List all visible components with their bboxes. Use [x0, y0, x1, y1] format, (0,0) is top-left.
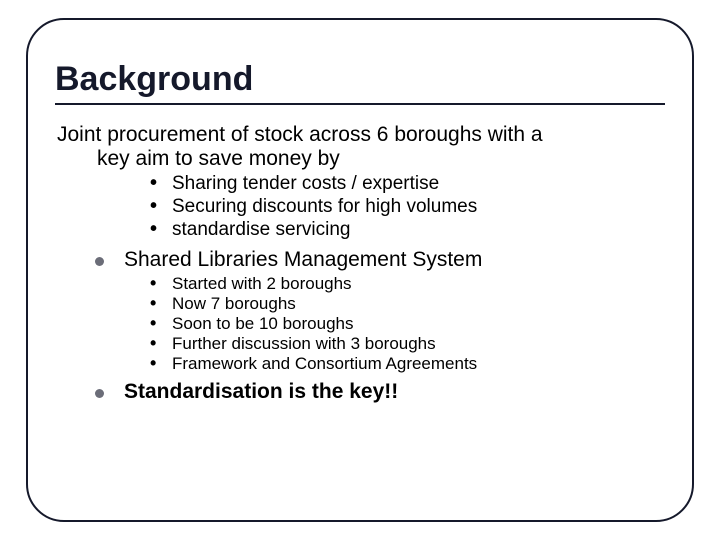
- bullet-dot-icon: •: [150, 314, 172, 332]
- sub-a-text: standardise servicing: [172, 219, 350, 242]
- list-item: • standardise servicing: [150, 219, 665, 242]
- main-item: Shared Libraries Management System: [95, 248, 665, 272]
- sub-b-text: Further discussion with 3 boroughs: [172, 334, 436, 354]
- round-bullet-icon: [95, 389, 104, 398]
- main-item: Standardisation is the key!!: [95, 380, 665, 404]
- bullet-dot-icon: •: [150, 173, 172, 194]
- slide-content: Background Joint procurement of stock ac…: [55, 60, 665, 404]
- bullet-dot-icon: •: [150, 274, 172, 292]
- sub-b-text: Now 7 boroughs: [172, 294, 296, 314]
- bullet-dot-icon: •: [150, 294, 172, 312]
- sub-a-text: Securing discounts for high volumes: [172, 196, 477, 219]
- sub-b-text: Soon to be 10 boroughs: [172, 314, 353, 334]
- list-item: • Framework and Consortium Agreements: [150, 354, 665, 374]
- round-bullet-icon: [95, 257, 104, 266]
- intro-text: Joint procurement of stock across 6 boro…: [55, 123, 665, 171]
- sub-b-text: Framework and Consortium Agreements: [172, 354, 477, 374]
- list-item: • Started with 2 boroughs: [150, 274, 665, 294]
- sub-list-b: • Started with 2 boroughs • Now 7 boroug…: [150, 274, 665, 374]
- main-list: Standardisation is the key!!: [95, 380, 665, 404]
- intro-line1: Joint procurement of stock across 6 boro…: [57, 123, 543, 146]
- sub-b-text: Started with 2 boroughs: [172, 274, 352, 294]
- list-item: • Further discussion with 3 boroughs: [150, 334, 665, 354]
- main-text-2: Standardisation is the key!!: [124, 380, 398, 404]
- sub-a-text: Sharing tender costs / expertise: [172, 173, 439, 196]
- title-underline: [55, 103, 665, 105]
- main-text-1: Shared Libraries Management System: [124, 248, 482, 272]
- main-list: Shared Libraries Management System: [95, 248, 665, 272]
- slide-title: Background: [55, 60, 665, 99]
- intro-line2: key aim to save money by: [57, 147, 665, 171]
- list-item: • Soon to be 10 boroughs: [150, 314, 665, 334]
- list-item: • Securing discounts for high volumes: [150, 196, 665, 219]
- bullet-dot-icon: •: [150, 219, 172, 240]
- list-item: • Sharing tender costs / expertise: [150, 173, 665, 196]
- bullet-dot-icon: •: [150, 196, 172, 217]
- bullet-dot-icon: •: [150, 354, 172, 372]
- sub-list-a: • Sharing tender costs / expertise • Sec…: [150, 173, 665, 241]
- bullet-dot-icon: •: [150, 334, 172, 352]
- list-item: • Now 7 boroughs: [150, 294, 665, 314]
